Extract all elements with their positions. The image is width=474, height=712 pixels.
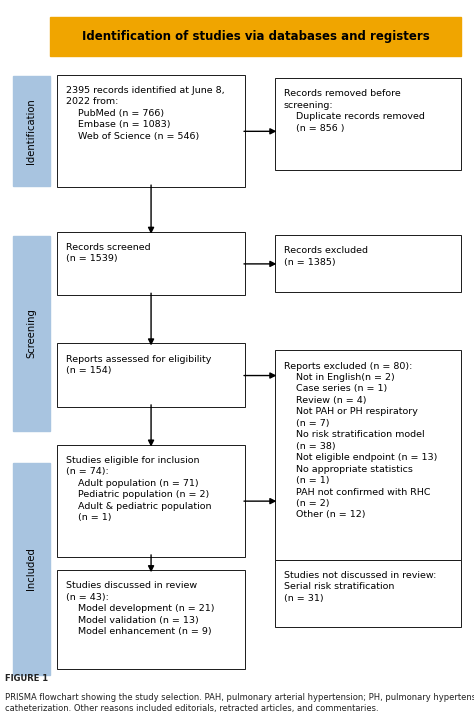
FancyBboxPatch shape	[57, 343, 246, 407]
Text: PRISMA flowchart showing the study selection. PAH, pulmonary arterial hypertensi: PRISMA flowchart showing the study selec…	[5, 682, 474, 712]
FancyBboxPatch shape	[13, 75, 50, 187]
Text: Studies not discussed in review:
Serial risk stratification
(n = 31): Studies not discussed in review: Serial …	[284, 571, 436, 603]
Text: Records excluded
(n = 1385): Records excluded (n = 1385)	[284, 246, 368, 267]
Text: Screening: Screening	[27, 308, 36, 358]
Text: Identification of studies via databases and registers: Identification of studies via databases …	[82, 30, 429, 43]
FancyBboxPatch shape	[275, 78, 461, 169]
FancyBboxPatch shape	[13, 463, 50, 675]
Text: Studies eligible for inclusion
(n = 74):
    Adult population (n = 71)
    Pedia: Studies eligible for inclusion (n = 74):…	[65, 456, 211, 522]
FancyBboxPatch shape	[275, 350, 461, 560]
FancyBboxPatch shape	[50, 17, 461, 56]
Text: Reports assessed for eligibility
(n = 154): Reports assessed for eligibility (n = 15…	[65, 355, 211, 375]
Text: Reports excluded (n = 80):
    Not in English(n = 2)
    Case series (n = 1)
   : Reports excluded (n = 80): Not in Englis…	[284, 362, 438, 520]
FancyBboxPatch shape	[13, 236, 50, 431]
Text: Records removed before
screening:
    Duplicate records removed
    (n = 856 ): Records removed before screening: Duplic…	[284, 90, 425, 133]
Text: 2395 records identified at June 8,
2022 from:
    PubMed (n = 766)
    Embase (n: 2395 records identified at June 8, 2022 …	[65, 86, 224, 141]
Text: Studies discussed in review
(n = 43):
    Model development (n = 21)
    Model v: Studies discussed in review (n = 43): Mo…	[65, 582, 214, 637]
Text: Records screened
(n = 1539): Records screened (n = 1539)	[65, 243, 150, 263]
Text: FIGURE 1: FIGURE 1	[5, 674, 48, 684]
FancyBboxPatch shape	[57, 232, 246, 295]
Text: Identification: Identification	[27, 98, 36, 164]
Text: Included: Included	[27, 548, 36, 590]
FancyBboxPatch shape	[275, 235, 461, 292]
FancyBboxPatch shape	[57, 444, 246, 557]
FancyBboxPatch shape	[57, 570, 246, 669]
FancyBboxPatch shape	[275, 560, 461, 627]
FancyBboxPatch shape	[57, 75, 246, 187]
